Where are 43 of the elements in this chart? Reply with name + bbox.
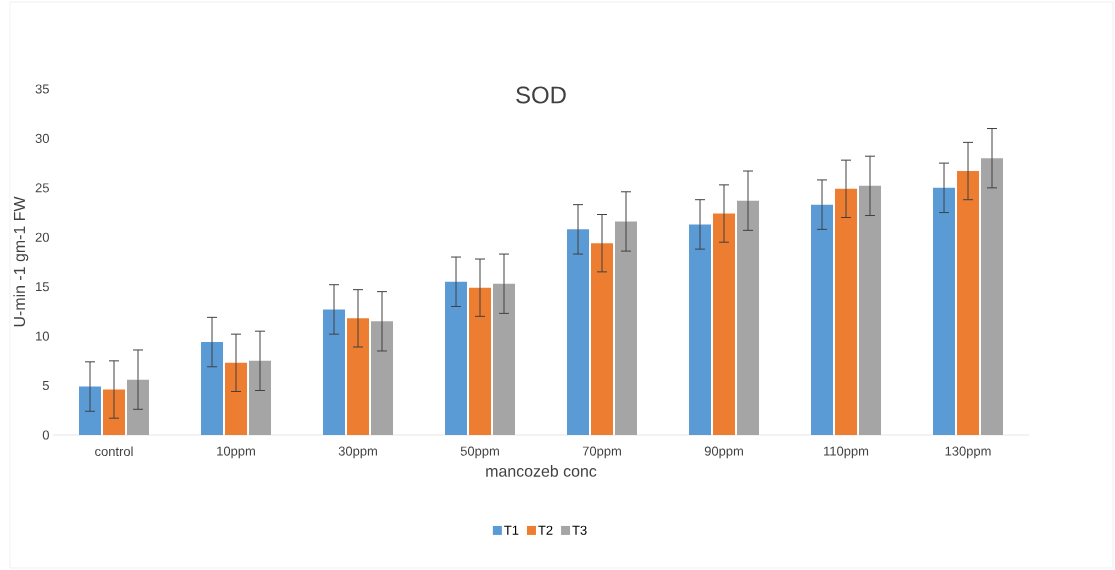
y-axis-title: U-min -1 gm-1 FW <box>13 196 29 327</box>
y-tick-label: 0 <box>42 430 49 440</box>
y-tick-label: 20 <box>35 232 49 242</box>
x-tick-label: 130ppm <box>945 446 991 459</box>
bar <box>567 229 590 435</box>
x-tick-label: 70ppm <box>582 446 621 459</box>
y-tick-label: 25 <box>35 183 49 193</box>
bar <box>249 360 271 435</box>
x-tick-label: 110ppm <box>824 446 869 459</box>
y-tick-label: 5 <box>42 381 49 391</box>
y-tick-label: 30 <box>35 133 49 143</box>
chart-title: SOD <box>516 86 566 104</box>
x-tick-label: 90ppm <box>704 446 743 459</box>
bar <box>811 204 834 435</box>
bar <box>469 287 492 435</box>
legend-label: T2 <box>538 525 553 535</box>
bar <box>493 283 516 435</box>
bar <box>737 200 760 435</box>
bar <box>835 188 858 435</box>
bar <box>371 321 393 435</box>
x-tick-label: control <box>95 446 133 457</box>
bar <box>225 362 248 435</box>
bar <box>981 158 1004 435</box>
bar <box>689 224 712 435</box>
x-tick-label: 30ppm <box>338 446 377 459</box>
legend-label: T3 <box>572 525 587 535</box>
bar <box>859 185 882 435</box>
bar <box>933 187 956 435</box>
bar <box>201 342 224 435</box>
x-tick-label: 10ppm <box>217 446 255 459</box>
legend-label: T1 <box>504 525 519 535</box>
bar <box>445 281 468 435</box>
x-axis-title: mancozeb conc <box>486 465 597 477</box>
bar <box>591 243 614 435</box>
bar <box>615 221 637 435</box>
bar <box>347 318 370 435</box>
y-tick-label: 15 <box>36 282 49 292</box>
x-tick-label: 50ppm <box>460 446 499 459</box>
y-tick-label: 35 <box>35 84 49 94</box>
bar <box>713 213 736 435</box>
bar <box>323 309 346 435</box>
bar <box>957 171 980 435</box>
y-tick-label: 10 <box>36 331 49 341</box>
